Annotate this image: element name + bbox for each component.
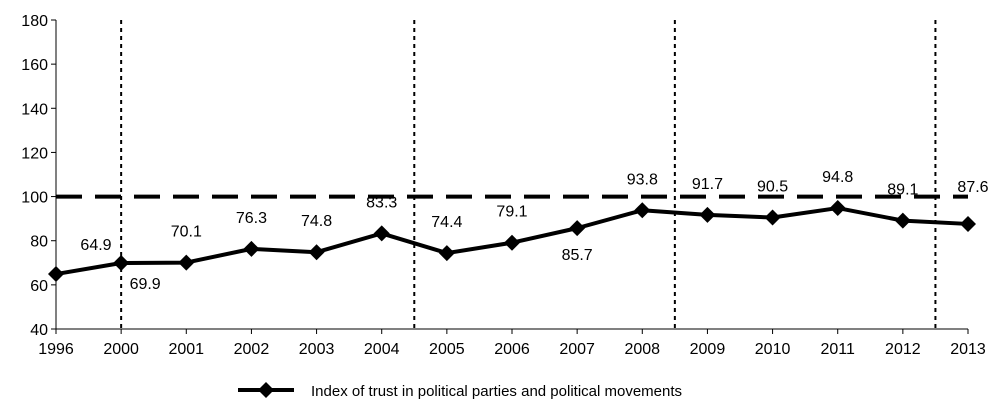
- x-tick-label: 2001: [168, 341, 204, 358]
- x-tick-label: 2004: [364, 341, 400, 358]
- legend: Index of trust in political parties and …: [238, 382, 682, 400]
- legend-label: Index of trust in political parties and …: [311, 383, 682, 400]
- x-tick-label: 2010: [755, 341, 791, 358]
- legend-marker: [258, 382, 274, 398]
- series-group: [48, 200, 976, 283]
- data-point-marker: [699, 206, 716, 223]
- data-labels: 64.9 69.9 70.1 76.3 74.8 83.3 74.4 79.1 85.7 93.8…: [80, 169, 988, 293]
- x-tick-label: 2006: [494, 341, 530, 358]
- x-tick-label: 2000: [103, 341, 139, 358]
- data-point-marker: [373, 225, 390, 242]
- data-point-marker: [243, 240, 260, 257]
- data-point-marker: [178, 254, 195, 271]
- data-label: 69.9: [130, 276, 161, 293]
- data-point-marker: [569, 220, 586, 237]
- data-point-marker: [894, 212, 911, 229]
- data-label: 87.6: [957, 179, 988, 196]
- data-point-marker: [764, 209, 781, 226]
- x-tick-label: 1996: [38, 341, 74, 358]
- y-tick-label: 180: [21, 13, 48, 30]
- y-tick-label: 120: [21, 145, 48, 162]
- y-tick-label: 160: [21, 57, 48, 74]
- data-point-marker: [960, 215, 976, 232]
- x-tick-label: 2005: [429, 341, 465, 358]
- period-separators: [120, 20, 937, 329]
- data-label: 94.8: [822, 169, 853, 186]
- axes: 40 60 80 100 120 140 160 180 1996 2000 2001 2002 200…: [21, 13, 986, 358]
- y-tick-label: 40: [30, 322, 48, 339]
- data-point-marker: [113, 255, 130, 272]
- data-point-marker: [829, 200, 846, 217]
- x-tick-label: 2003: [299, 341, 335, 358]
- data-label: 93.8: [627, 171, 658, 188]
- x-tick-label: 2011: [821, 341, 856, 358]
- data-point-marker: [438, 245, 455, 262]
- data-label: 74.4: [431, 214, 462, 231]
- x-tick-label: 2002: [234, 341, 270, 358]
- data-label: 76.3: [236, 210, 267, 227]
- data-label: 90.5: [757, 179, 788, 196]
- data-label: 89.1: [887, 182, 918, 199]
- x-tick-label: 2008: [624, 341, 660, 358]
- data-label: 64.9: [80, 237, 111, 254]
- data-label: 91.7: [692, 176, 723, 193]
- data-label: 85.7: [562, 247, 593, 264]
- x-tick-label: 2009: [690, 341, 726, 358]
- x-tick-label: 2013: [950, 341, 986, 358]
- data-label: 70.1: [171, 224, 202, 241]
- y-tick-label: 60: [30, 278, 48, 295]
- data-label: 79.1: [496, 204, 527, 221]
- y-tick-label: 140: [21, 101, 48, 118]
- data-label: 83.3: [366, 194, 397, 211]
- x-tick-label: 2012: [885, 341, 921, 358]
- data-point-marker: [48, 266, 64, 283]
- data-label: 74.8: [301, 213, 332, 230]
- data-point-marker: [634, 202, 651, 219]
- y-tick-label: 80: [30, 234, 48, 251]
- data-point-marker: [504, 234, 520, 251]
- data-point-marker: [308, 244, 325, 261]
- x-tick-label: 2007: [559, 341, 595, 358]
- y-tick-label: 100: [21, 190, 48, 207]
